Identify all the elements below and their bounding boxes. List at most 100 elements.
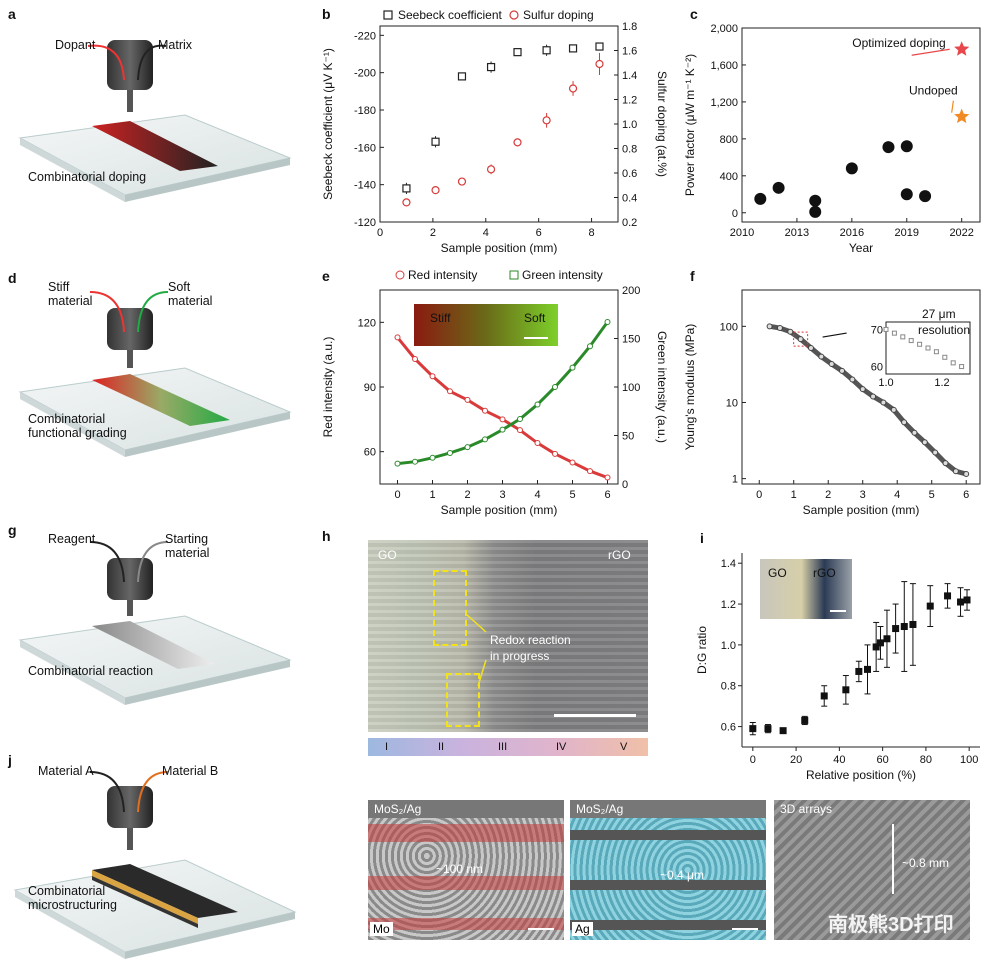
caption-a: Combinatorial doping	[28, 170, 147, 184]
plot-frame	[741, 289, 981, 485]
inset-text-1: 27 μm	[922, 307, 956, 321]
y-tick-label: 60	[364, 447, 376, 459]
layered-strip	[92, 864, 238, 918]
micrograph-ag	[570, 800, 766, 940]
y-tick-label: 1.0	[721, 640, 736, 652]
soft-material-label: Soft material	[168, 280, 213, 308]
inset-point	[900, 334, 906, 340]
data-point	[587, 343, 593, 350]
caption-g: Combinatorial reaction	[28, 664, 154, 678]
data-point	[842, 686, 850, 694]
panel-letter-g: g	[8, 522, 17, 538]
y2-tick-label: 1.0	[622, 119, 637, 131]
inset-point	[908, 338, 914, 344]
legend-sulfur: Sulfur doping	[523, 8, 594, 22]
zone-II: II	[438, 741, 445, 753]
x-tick-label: 1	[791, 489, 797, 501]
data-point	[890, 406, 897, 413]
data-point	[954, 108, 970, 124]
data-point	[447, 388, 453, 395]
x-tick-label: 6	[963, 489, 969, 501]
legend-green: Green intensity	[522, 268, 603, 282]
y-tick-label: 1	[732, 474, 738, 486]
y2-tick-label: 50	[622, 431, 634, 443]
data-point	[807, 344, 814, 351]
data-point	[839, 367, 846, 374]
data-point	[901, 419, 908, 426]
panel-letter-h: h	[322, 528, 331, 544]
data-point	[926, 602, 934, 610]
img1-title: MoS₂/Ag	[374, 802, 422, 816]
x-tick-label: 1	[429, 489, 435, 501]
highlight-box-1	[433, 570, 467, 646]
nozzle	[107, 40, 153, 90]
data-point	[776, 325, 783, 332]
inset-point	[891, 330, 897, 336]
data-point	[568, 84, 578, 93]
data-point	[402, 184, 411, 193]
data-point	[900, 140, 913, 153]
data-point	[944, 592, 952, 600]
y2-tick-label: 1.2	[622, 95, 637, 107]
data-point	[534, 440, 541, 447]
y2-tick-label: 100	[622, 382, 640, 394]
zone-I: I	[385, 741, 389, 753]
data-point	[552, 384, 558, 390]
y-tick-label: 400	[720, 171, 738, 183]
x-tick-label: 2010	[730, 227, 754, 239]
x-tick-label: 2	[430, 227, 436, 239]
inset-text-2: resolution	[918, 323, 970, 337]
data-point	[892, 625, 900, 633]
y2-tick-label: 0.6	[622, 168, 637, 180]
panel-a-schematic	[18, 40, 292, 202]
data-point	[412, 355, 418, 362]
data-point	[513, 138, 522, 147]
data-point	[820, 692, 828, 700]
x-tick-label: 5	[929, 489, 935, 501]
data-point	[764, 725, 772, 733]
matrix-label: Matrix	[158, 38, 193, 52]
data-point	[919, 190, 932, 203]
img2-title: MoS₂/Ag	[576, 802, 624, 816]
y-tick-label: 1.4	[721, 558, 736, 570]
inset-y-tick: 60	[871, 362, 883, 374]
data-point	[486, 165, 496, 174]
x-tick-label: 6	[604, 489, 610, 501]
plot-frame	[741, 27, 981, 223]
x-tick-label: 100	[960, 754, 978, 766]
inset-point	[959, 364, 965, 370]
y-tick-label: -120	[354, 217, 376, 229]
img3-scale: ~0.8 mm	[902, 856, 950, 870]
inset-soft: Soft	[524, 311, 546, 325]
y2-tick-label: 0.2	[622, 217, 637, 229]
inset-point	[950, 360, 956, 366]
y-tick-label: 1.2	[721, 599, 736, 611]
data-point	[779, 727, 787, 735]
chart-b: 0 2 4 6 8 -220 -200 -180 -160 -140 -120 0.2 0.4 0.6 0.…	[321, 8, 669, 255]
data-point	[604, 474, 611, 481]
caption-d: Combinatorial functional grading	[28, 412, 127, 440]
y2-tick-label: 1.8	[622, 21, 637, 33]
caption-j: Combinatorial microstructuring	[28, 884, 117, 912]
annotation-arrows	[465, 613, 487, 687]
data-point	[942, 460, 949, 467]
data-point	[568, 44, 578, 53]
data-point	[809, 205, 822, 218]
x-axis-label: Year	[849, 241, 873, 255]
img1-corner: Mo	[370, 922, 393, 936]
data-point	[900, 623, 908, 631]
data-point	[855, 667, 863, 675]
data-point	[963, 471, 970, 478]
y2-tick-label: 150	[622, 334, 640, 346]
data-point	[828, 361, 835, 368]
data-point	[797, 336, 804, 343]
x-axis-label: Sample position (mm)	[803, 503, 920, 517]
go-label: GO	[378, 548, 397, 562]
x-tick-label: 60	[877, 754, 889, 766]
data-point	[482, 436, 488, 443]
y-tick-label: 120	[358, 317, 376, 329]
y-tick-label: 800	[720, 134, 738, 146]
data-point	[429, 373, 436, 380]
legend-seebeck: Seebeck coefficient	[398, 8, 503, 22]
data-point	[883, 635, 891, 643]
